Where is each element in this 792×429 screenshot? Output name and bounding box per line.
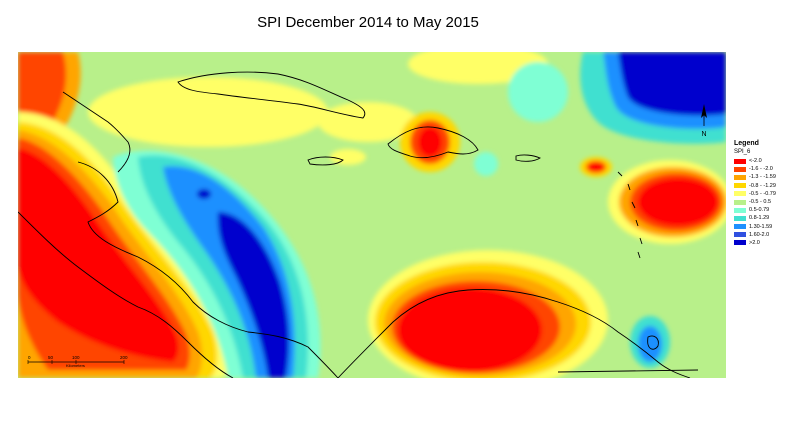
north-arrow-icon: N [701,104,707,138]
hispaniola-coast [387,126,479,159]
legend-label: 0.5-0.79 [749,207,770,214]
legend-item: -0.8 - -1.29 [734,182,790,190]
legend: Legend SPI_6 <-2.0 -1.6 - -2.0 -1.3 - -1.5… [734,140,790,247]
spi-contours [18,52,726,378]
map-boundary-line [557,369,699,373]
legend-swatch [734,224,746,230]
spi-contour-map [18,52,726,378]
legend-title: Legend [734,140,759,147]
wet-zone-ne-core [618,52,726,116]
scale-tick-50: 50 [48,355,54,360]
legend-item: 1.60-2.0 [734,231,790,239]
legend-label: 1.30-1.59 [749,223,773,230]
scale-tick-0: 0 [28,355,31,360]
dry-zone-bahamas [318,102,418,142]
dry-zone-cuba [88,77,328,147]
dry-zone-hispaniola-core [418,127,442,157]
legend-swatch [734,191,746,197]
legend-item: -0.5 - 0.5 [734,198,790,206]
legend-swatch [734,158,746,164]
jamaica-coast [307,156,344,166]
legend-field: SPI_6 [734,149,751,155]
legend-swatch [734,174,746,180]
dry-zone-jamaica [330,149,366,165]
legend-item: 1.30-1.59 [734,223,790,231]
coastlines [18,71,699,378]
scale-unit: Kilometers [66,363,85,368]
legend-item: >2.0 [734,239,790,247]
wet-zone-small-core [197,189,211,199]
legend-items: <-2.0 -1.6 - -2.0 -1.3 - -1.59 -0.8 - -1.29… [734,157,790,247]
scale-tick-100: 100 [72,355,80,360]
trinidad-coast [647,335,659,350]
dry-zone-east-core [638,178,718,226]
legend-item: -1.6 - -2.0 [734,165,790,173]
legend-swatch [734,232,746,238]
dry-zone-south-core [398,288,542,372]
legend-swatch [734,183,746,189]
scale-tick-200: 200 [120,355,128,360]
legend-swatch [734,207,746,213]
cuba-coast [177,71,366,119]
legend-label: -1.3 - -1.59 [749,174,776,181]
spi-map [18,52,726,378]
legend-swatch [734,240,746,246]
legend-item: 0.8-1.29 [734,214,790,222]
legend-item: -1.3 - -1.59 [734,173,790,181]
dry-zone-pr-core [586,161,606,173]
north-label: N [701,131,706,138]
legend-swatch [734,166,746,172]
legend-label: 1.60-2.0 [749,231,770,238]
wet-zone-central-core [217,212,290,378]
legend-label: >2.0 [749,239,760,246]
yucatan-coast [117,141,131,173]
mexico-coast [62,91,129,143]
legend-swatch [734,199,746,205]
central-america-coast-south [18,211,234,378]
south-america-coast [337,289,691,378]
legend-label: 0.8-1.29 [749,215,770,222]
legend-label: -0.5 - -0.79 [749,190,776,197]
central-america-coast-north [77,161,339,378]
puerto-rico-coast [515,154,541,162]
legend-label: -0.8 - -1.29 [749,182,776,189]
legend-item: -0.5 - -0.79 [734,190,790,198]
legend-label: -1.6 - -2.0 [749,166,773,173]
dry-zone-west-core [18,148,179,362]
lesser-antilles-coast [617,171,643,259]
legend-item: 0.5-0.79 [734,206,790,214]
wet-zone-mona [474,152,498,176]
legend-label: -0.5 - 0.5 [749,199,772,206]
map-title: SPI December 2014 to May 2015 [257,14,479,31]
legend-label: <-2.0 [749,158,762,165]
legend-item: <-2.0 [734,157,790,165]
scale-bar: 0 50 100 200 Kilometers [27,355,128,368]
legend-swatch [734,215,746,221]
wet-zone-se-core [638,326,662,362]
wet-zone-north [508,62,568,122]
